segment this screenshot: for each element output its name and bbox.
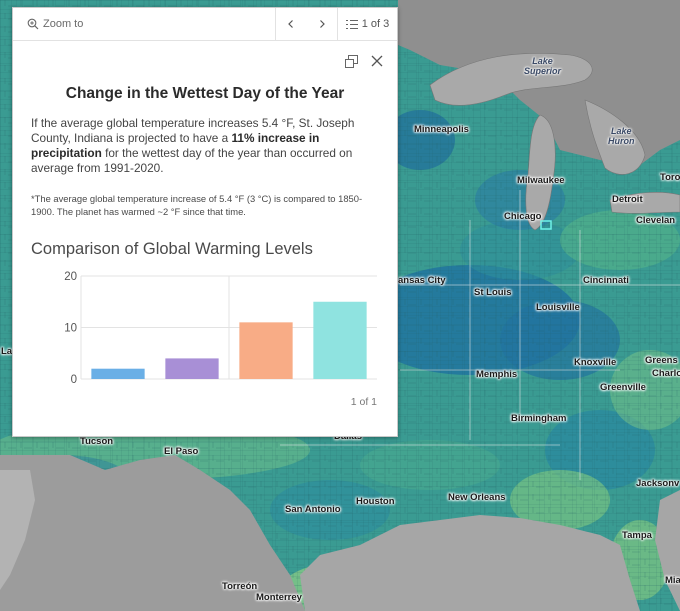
chart-title: Comparison of Global Warming Levels [31,240,313,258]
city-label: Knoxville [574,357,617,368]
popup-title: Change in the Wettest Day of the Year [65,85,345,102]
pager-label: 1 of 3 [361,18,390,30]
chart-bar[interactable] [91,368,145,379]
city-label: Mia [665,575,680,586]
city-label: Toro [660,172,680,183]
city-label: San Antonio [285,504,341,515]
city-label: Charlo [652,368,680,379]
close-button[interactable] [369,53,385,69]
city-label: New Orleans [448,492,506,503]
city-label: Louisville [536,302,580,313]
city-label: El Paso [164,446,199,457]
description-highlight: 11% increase in precipitation [31,131,320,160]
city-label: Jacksonv [636,478,680,489]
zoom-to-button[interactable]: Zoom to [13,8,275,40]
city-label: Houston [356,496,395,507]
chevron-left-icon [288,20,293,28]
feature-popup: Zoom to 1 of 3 [12,7,398,437]
description-text: If the average global temperature increa… [31,116,355,145]
city-label: Detroit [612,194,643,205]
zoom-in-icon [27,18,39,30]
city-label: Milwaukee [517,175,565,186]
popup-description: If the average global temperature increa… [31,116,381,176]
city-label: Clevelan [636,215,676,226]
lake-label: Lake Huron [608,126,635,146]
dock-icon [344,54,358,68]
close-icon [371,55,383,67]
list-icon [345,19,358,29]
feature-list-pager[interactable]: 1 of 3 [337,8,397,40]
city-label: Tucson [80,436,114,447]
chevron-right-icon [319,20,325,28]
popup-actions [343,53,385,69]
chart-bar[interactable] [165,358,219,379]
city-label: Tampa [622,530,652,541]
y-tick-label: 10 [64,323,77,335]
city-label: Minneapolis [414,124,469,135]
city-label: Birmingham [511,413,567,424]
city-label: Greenville [600,382,646,393]
chart-bar[interactable] [313,301,367,379]
city-label: Greens [645,355,678,366]
next-feature-button[interactable] [306,8,337,40]
dock-button[interactable] [343,53,359,69]
chart-bar[interactable] [239,322,293,379]
lake-label: Lake Superior [524,56,562,76]
city-label: St Louis [474,287,512,298]
popup-header: Zoom to 1 of 3 [13,8,397,41]
city-label: Monterrey [256,592,302,603]
city-label: Cincinnati [583,275,629,286]
city-label: ansas City [398,275,446,286]
y-tick-label: 20 [64,271,77,283]
city-label: Memphis [476,369,518,380]
y-tick-label: 0 [71,374,77,386]
comparison-bar-chart: 0 10 20 [64,271,377,386]
previous-feature-button[interactable] [275,8,306,40]
chart-pager: 1 of 1 [350,396,377,408]
city-label: La [1,346,13,357]
city-label: Torreón [222,581,258,592]
popup-footnote: *The average global temperature increase… [31,193,363,217]
zoom-to-label: Zoom to [43,18,84,30]
city-label: Chicago [504,211,542,222]
description-text-end: for the wettest day of the year than occ… [31,146,353,175]
